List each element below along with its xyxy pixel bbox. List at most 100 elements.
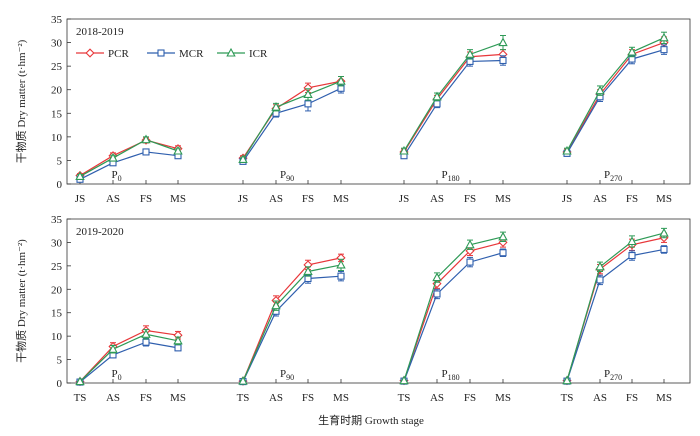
marker-icr — [498, 231, 508, 241]
series-line-icr — [403, 42, 504, 152]
y-tick-label: 10 — [51, 132, 63, 144]
y-tick-label: 20 — [51, 85, 63, 97]
x-tick-label: AS — [106, 392, 120, 404]
series-line-pcr — [566, 42, 665, 153]
series-line-mcr — [79, 151, 179, 180]
series-line-pcr — [242, 257, 342, 382]
marker-mcr — [499, 56, 507, 65]
y-tick-label: 35 — [51, 14, 63, 26]
y-tick-label: 0 — [57, 378, 63, 390]
y-axis-label: 干物质 Dry matter (t·hm⁻²) — [14, 239, 28, 363]
y-tick-label: 5 — [57, 355, 63, 367]
x-tick-label: FS — [140, 193, 152, 205]
marker-icr — [173, 145, 183, 155]
x-tick-label: FS — [302, 193, 314, 205]
series-line-pcr — [79, 139, 179, 177]
marker-icr — [432, 91, 442, 101]
marker-mcr — [596, 276, 604, 284]
panel-label: P0 — [112, 169, 122, 183]
x-tick-label: FS — [464, 193, 476, 205]
x-tick-label: AS — [593, 392, 607, 404]
y-tick-label: 0 — [57, 179, 63, 191]
marker-mcr — [337, 272, 345, 280]
marker-icr — [238, 154, 248, 164]
marker-mcr — [174, 344, 182, 352]
panel-label: P90 — [280, 368, 294, 382]
series-line-pcr — [566, 237, 665, 381]
marker-icr — [399, 375, 409, 385]
x-tick-label: JS — [562, 193, 572, 205]
marker-mcr — [142, 338, 150, 346]
x-tick-label: FS — [626, 392, 638, 404]
marker-icr — [498, 37, 508, 47]
plot-frame-1 — [66, 218, 691, 384]
marker-icr — [627, 46, 637, 56]
x-tick-label: AS — [269, 392, 283, 404]
panel-label: P90 — [280, 169, 294, 183]
series-line-mcr — [403, 252, 504, 382]
x-tick-label: FS — [464, 392, 476, 404]
marker-icr — [432, 272, 442, 282]
marker-icr — [141, 329, 151, 338]
series-line-mcr — [566, 248, 665, 382]
x-tick-label: TS — [398, 392, 411, 404]
y-tick-label: 35 — [51, 214, 63, 226]
legend-label-mcr: MCR — [179, 48, 204, 60]
x-tick-label: FS — [140, 392, 152, 404]
marker-icr — [659, 227, 669, 237]
marker-icr — [336, 76, 346, 85]
marker-icr — [659, 32, 669, 42]
x-tick-label: JS — [399, 193, 409, 205]
y-tick-label: 10 — [51, 331, 63, 343]
marker-icr — [595, 261, 605, 271]
legend-marker-mcr — [157, 49, 165, 57]
series-line-pcr — [79, 329, 179, 383]
series-line-icr — [242, 264, 342, 382]
panel-label: P270 — [604, 169, 622, 183]
marker-mcr — [499, 249, 507, 257]
series-line-mcr — [242, 87, 342, 162]
y-tick-label: 30 — [51, 38, 63, 50]
series-line-icr — [242, 80, 342, 160]
marker-icr — [141, 134, 151, 144]
x-tick-label: MS — [333, 392, 349, 404]
x-tick-label: AS — [593, 193, 607, 205]
marker-icr — [303, 266, 313, 276]
y-tick-label: 20 — [51, 284, 63, 296]
x-tick-label: JS — [238, 193, 248, 205]
x-tick-label: MS — [333, 193, 349, 205]
marker-icr — [303, 89, 313, 98]
marker-icr — [595, 85, 605, 95]
panel-label: P270 — [604, 368, 622, 382]
series-line-icr — [79, 333, 179, 383]
x-axis-label: 生育时期 Growth stage — [318, 413, 424, 427]
marker-icr — [336, 259, 346, 269]
x-tick-label: MS — [656, 193, 672, 205]
marker-icr — [562, 145, 572, 155]
marker-icr — [399, 145, 409, 155]
x-tick-label: AS — [430, 193, 444, 205]
series-line-pcr — [242, 80, 342, 159]
legend-marker-icr — [226, 47, 236, 57]
y-tick-label: 25 — [51, 61, 63, 73]
period-label: 2018-2019 — [76, 26, 124, 38]
marker-mcr — [433, 100, 441, 108]
x-tick-label: MS — [495, 392, 511, 404]
series-line-mcr — [566, 49, 665, 154]
plot-frame-0 — [66, 18, 691, 185]
series-line-icr — [79, 139, 179, 177]
series-line-pcr — [403, 53, 504, 153]
y-tick-label: 25 — [51, 261, 63, 273]
y-tick-label: 30 — [51, 237, 63, 249]
legend-label-icr: ICR — [249, 48, 268, 60]
marker-icr — [271, 300, 281, 310]
x-tick-label: JS — [75, 193, 85, 205]
marker-mcr — [142, 148, 150, 156]
marker-icr — [465, 49, 475, 58]
series-line-mcr — [79, 341, 179, 383]
x-tick-label: AS — [430, 392, 444, 404]
panel-label: P180 — [442, 368, 460, 382]
series-line-icr — [566, 37, 665, 152]
x-tick-label: MS — [656, 392, 672, 404]
